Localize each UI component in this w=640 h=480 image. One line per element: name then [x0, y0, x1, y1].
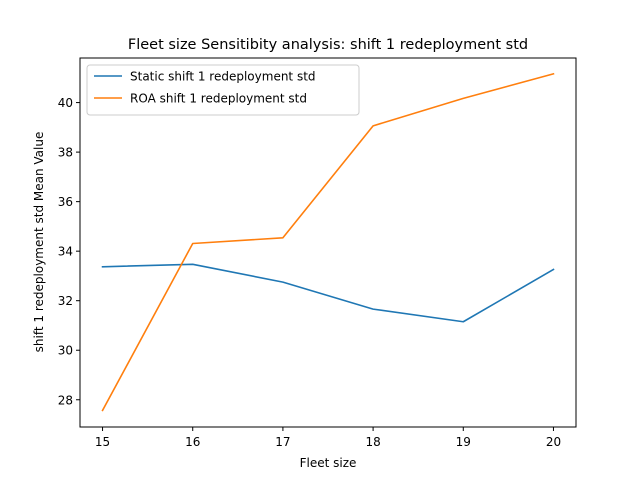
y-axis: 28 30 32 34 36 38 40: [58, 96, 80, 407]
y-tick-label: 36: [58, 195, 73, 209]
x-tick-label: 18: [365, 435, 380, 449]
x-tick-label: 17: [275, 435, 290, 449]
y-tick-label: 40: [58, 96, 73, 110]
y-tick-label: 30: [58, 344, 73, 358]
y-tick-label: 32: [58, 294, 73, 308]
y-axis-label: shift 1 redeployment std Mean Value: [32, 132, 46, 353]
y-tick-label: 28: [58, 393, 73, 407]
legend-label: ROA shift 1 redeployment std: [130, 92, 307, 106]
chart-title: Fleet size Sensitibity analysis: shift 1…: [128, 37, 528, 53]
legend-box: [86, 64, 360, 116]
x-axis-label: Fleet size: [300, 456, 357, 470]
legend-label: Static shift 1 redeployment std: [130, 70, 316, 84]
y-tick-label: 38: [58, 146, 73, 160]
axes-frame: [79, 57, 577, 428]
legend: Static shift 1 redeployment std ROA shift…: [86, 64, 360, 116]
series-line-roa: [101, 72, 555, 412]
series-layer: [101, 72, 555, 412]
series-line-static: [101, 263, 555, 323]
x-tick-label: 15: [95, 435, 110, 449]
x-axis: 15 16 17 18 19 20: [95, 427, 561, 449]
x-tick-label: 20: [546, 435, 561, 449]
x-tick-label: 19: [456, 435, 471, 449]
x-tick-label: 16: [185, 435, 200, 449]
y-tick-label: 34: [58, 245, 73, 259]
